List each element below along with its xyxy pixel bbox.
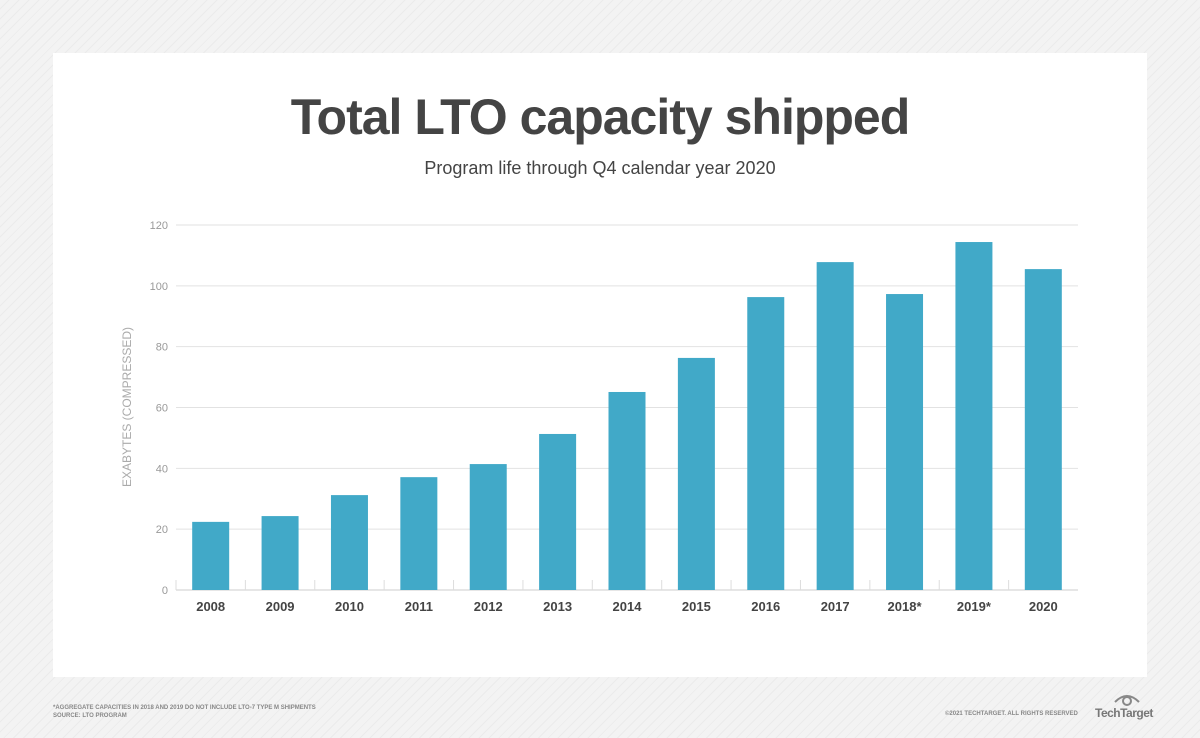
- chart-subtitle: Program life through Q4 calendar year 20…: [424, 158, 776, 178]
- bar-2014: [608, 391, 646, 590]
- bar-2013: [539, 433, 577, 590]
- bar-2019*: [955, 242, 993, 591]
- bar-2015: [677, 357, 715, 590]
- y-tick-label: 120: [150, 220, 168, 232]
- x-tick-label: 2016: [751, 599, 780, 614]
- chart-title: Total LTO capacity shipped: [290, 89, 911, 145]
- footnote: *AGGREGATE CAPACITIES IN 2018 AND 2019 D…: [53, 704, 316, 720]
- footnote-note: *AGGREGATE CAPACITIES IN 2018 AND 2019 D…: [53, 705, 316, 711]
- bar-2010: [330, 495, 368, 590]
- bar-2011: [400, 477, 438, 590]
- x-tick-label: 2010: [335, 599, 364, 614]
- x-tick-label: 2009: [266, 599, 295, 614]
- bar-2018*: [886, 294, 924, 590]
- y-tick-label: 20: [156, 524, 168, 536]
- bar-2012: [469, 464, 507, 590]
- techtarget-logo: TechTarget: [1095, 706, 1153, 720]
- y-tick-label: 40: [156, 463, 168, 475]
- bar-2009: [261, 516, 299, 590]
- y-tick-label: 60: [156, 403, 168, 415]
- x-tick-label: 2018*: [888, 599, 923, 614]
- x-tick-label: 2008: [196, 599, 225, 614]
- x-tick-label: 2017: [821, 599, 850, 614]
- x-tick-label: 2020: [1029, 599, 1058, 614]
- bar-2016: [747, 297, 785, 590]
- x-tick-label: 2015: [682, 599, 711, 614]
- x-tick-label: 2019*: [957, 599, 992, 614]
- y-axis-label: EXABYTES (COMPRESSED): [120, 327, 134, 487]
- techtarget-eye-icon: [1114, 695, 1140, 706]
- bar-2008: [192, 521, 230, 590]
- bar-2020: [1024, 269, 1062, 590]
- x-tick-label: 2014: [613, 599, 643, 614]
- bar-2017: [816, 262, 854, 590]
- copyright: ©2021 TECHTARGET. ALL RIGHTS RESERVED: [945, 711, 1078, 717]
- x-tick-label: 2011: [405, 599, 433, 614]
- y-tick-label: 80: [156, 342, 168, 354]
- x-tick-label: 2012: [474, 599, 503, 614]
- y-tick-label: 100: [150, 281, 168, 293]
- x-tick-label: 2013: [543, 599, 572, 614]
- footnote-source: SOURCE: LTO PROGRAM: [53, 713, 127, 719]
- y-tick-label: 0: [162, 585, 168, 597]
